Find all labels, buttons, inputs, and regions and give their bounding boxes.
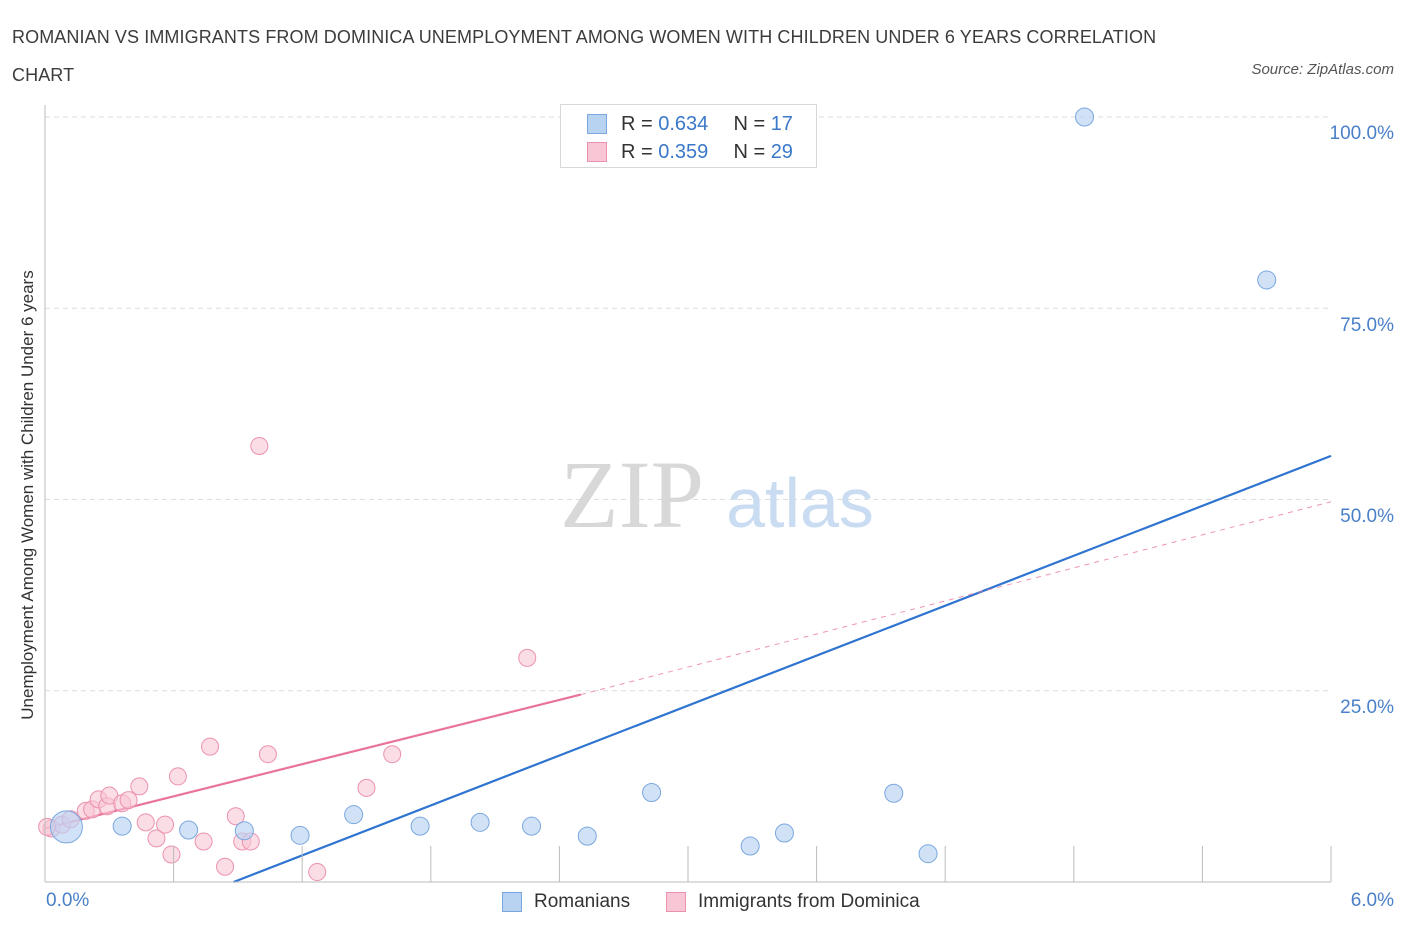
n-value: 17 [770, 113, 793, 135]
dominica-point [383, 745, 402, 764]
y-tick-label: 50.0% [1340, 506, 1394, 527]
x-tick-label: 0.0% [46, 890, 90, 911]
dominica-point [216, 857, 235, 876]
romanians-point [179, 820, 199, 840]
legend-label: Immigrants from Dominica [698, 891, 920, 912]
source-label: Source: ZipAtlas.com [1251, 61, 1394, 78]
r-label: R = [621, 141, 653, 163]
romanians-point [410, 816, 430, 836]
stats-box: R = 0.634 N = 17 R = 0.359 N = 29 [560, 104, 817, 168]
n-label: N = [733, 113, 766, 135]
n-value: 29 [770, 141, 793, 163]
legend: Romanians Immigrants from Dominica [0, 888, 1406, 916]
romanians-point [234, 821, 254, 841]
axes [44, 105, 1332, 883]
romanians-point [740, 836, 760, 856]
dominica-point [518, 648, 537, 667]
grid-lines [45, 116, 1331, 692]
n-label: N = [733, 141, 766, 163]
dominica-point [308, 863, 327, 882]
y-tick-label: 75.0% [1340, 315, 1394, 336]
dominica-point [130, 777, 149, 796]
romanians-swatch [587, 114, 607, 134]
dominica-point [201, 737, 220, 756]
dominica-point [136, 813, 155, 832]
r-label: R = [621, 113, 653, 135]
romanians-point [290, 825, 310, 845]
dominica-point [194, 832, 213, 851]
watermark-zip: ZIP [560, 441, 704, 548]
romanians-point [49, 810, 83, 844]
romanians-point [577, 826, 597, 846]
dominica-point [147, 829, 166, 848]
romanians-point [642, 782, 662, 802]
y-tick-label: 100.0% [1329, 123, 1394, 144]
romanians-trend-line [233, 454, 1332, 884]
r-value: 0.359 [658, 141, 709, 163]
romanians-swatch [502, 892, 522, 912]
romanians-point [112, 816, 132, 836]
romanians-point [1257, 270, 1277, 290]
romanians-point [774, 823, 794, 843]
dominica-point [156, 815, 175, 834]
chart-title: ROMANIAN VS IMMIGRANTS FROM DOMINICA UNE… [12, 27, 1157, 85]
dominica-swatch [587, 142, 607, 162]
dominica-swatch [666, 892, 686, 912]
dominica-point [226, 807, 245, 826]
dominica-point [258, 745, 277, 764]
x-tick-label: 6.0% [1350, 890, 1394, 911]
dominica-point [250, 436, 269, 455]
legend-label: Romanians [534, 891, 631, 912]
romanians-point [884, 783, 904, 803]
y-tick-label: 25.0% [1340, 697, 1394, 718]
dominica-point [119, 791, 138, 810]
dominica-point [357, 778, 376, 797]
romanians-point [522, 816, 542, 836]
r-value: 0.634 [658, 113, 709, 135]
romanians-point [344, 805, 364, 825]
watermark-atlas: atlas [726, 464, 874, 542]
romanians-point [470, 812, 490, 832]
romanians-point [918, 844, 938, 864]
dominica-point [162, 845, 181, 864]
dominica-point [168, 767, 187, 786]
data-points [38, 107, 1277, 882]
romanians-point [1075, 107, 1095, 127]
watermark: ZIP atlas [560, 441, 874, 548]
